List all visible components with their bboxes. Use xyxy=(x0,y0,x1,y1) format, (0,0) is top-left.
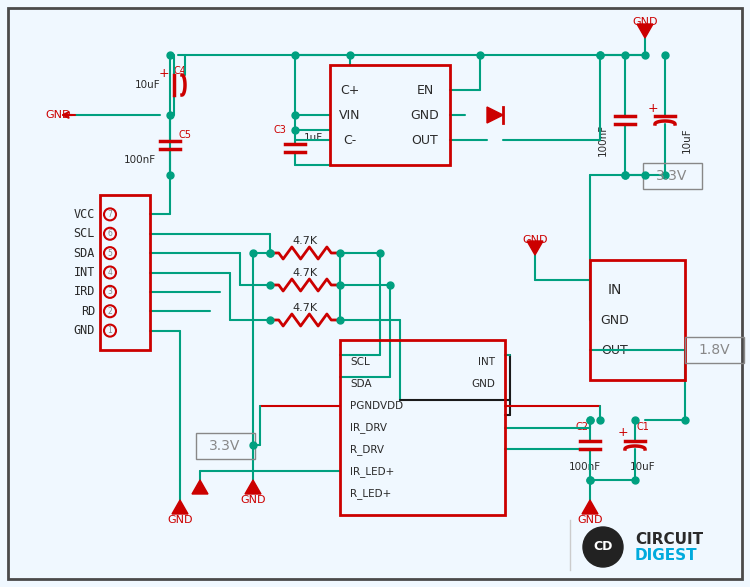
Text: CD: CD xyxy=(593,541,613,554)
Text: RD: RD xyxy=(81,305,95,318)
Text: GND: GND xyxy=(522,235,548,245)
Text: 4.7K: 4.7K xyxy=(292,268,317,278)
Text: IR_LED+: IR_LED+ xyxy=(350,466,394,477)
Polygon shape xyxy=(637,24,653,38)
Polygon shape xyxy=(582,500,598,514)
Text: SCL: SCL xyxy=(350,357,370,367)
Text: R_DRV: R_DRV xyxy=(350,444,384,455)
Text: C+: C+ xyxy=(340,83,360,96)
Text: DIGEST: DIGEST xyxy=(635,548,698,562)
Text: C3: C3 xyxy=(274,125,286,135)
Text: 1uF: 1uF xyxy=(304,133,322,143)
Text: 3.3V: 3.3V xyxy=(209,439,241,453)
Text: EN: EN xyxy=(416,83,434,96)
Text: 7: 7 xyxy=(107,210,112,219)
Bar xyxy=(330,65,450,165)
Circle shape xyxy=(583,527,623,567)
Text: 100nF: 100nF xyxy=(124,155,156,165)
Text: IRD: IRD xyxy=(74,285,95,298)
Bar xyxy=(590,260,685,380)
Text: OUT: OUT xyxy=(412,133,438,147)
Text: CIRCUIT: CIRCUIT xyxy=(635,532,704,548)
Text: 1.8V: 1.8V xyxy=(698,343,730,357)
Text: R_LED+: R_LED+ xyxy=(350,488,392,498)
Text: C4: C4 xyxy=(173,66,187,76)
Polygon shape xyxy=(245,480,261,494)
Text: C-: C- xyxy=(344,133,357,147)
Text: 10uF: 10uF xyxy=(135,80,160,90)
Text: GND: GND xyxy=(45,110,70,120)
Text: +: + xyxy=(159,66,170,79)
Polygon shape xyxy=(172,500,188,514)
Text: IN: IN xyxy=(608,283,622,297)
Text: 10uF: 10uF xyxy=(682,127,692,153)
Text: INT: INT xyxy=(74,266,95,279)
Text: VCC: VCC xyxy=(74,208,95,221)
Text: 4.7K: 4.7K xyxy=(292,236,317,246)
Text: SDA: SDA xyxy=(350,379,372,389)
Text: GND: GND xyxy=(632,17,658,27)
Text: GND: GND xyxy=(74,324,95,337)
Text: GND: GND xyxy=(471,379,495,389)
Polygon shape xyxy=(527,241,543,255)
Text: OUT: OUT xyxy=(602,343,628,356)
Text: C5: C5 xyxy=(178,130,191,140)
Text: 4.7K: 4.7K xyxy=(292,303,317,313)
Text: 3: 3 xyxy=(107,288,112,296)
Text: 100nF: 100nF xyxy=(598,124,608,156)
Text: 3.3V: 3.3V xyxy=(656,169,688,183)
Text: VIN: VIN xyxy=(339,109,361,122)
Text: GND: GND xyxy=(411,109,440,122)
Text: C2: C2 xyxy=(575,422,589,432)
Polygon shape xyxy=(487,107,503,123)
Text: 5: 5 xyxy=(107,249,112,258)
Text: SDA: SDA xyxy=(74,247,95,259)
Text: 2: 2 xyxy=(108,307,112,316)
Text: 6: 6 xyxy=(107,230,112,238)
Text: GND: GND xyxy=(240,495,266,505)
Text: +: + xyxy=(648,102,658,114)
Text: 10uF: 10uF xyxy=(630,462,656,472)
Bar xyxy=(100,195,150,350)
Text: GND: GND xyxy=(167,515,193,525)
Text: SCL: SCL xyxy=(74,227,95,240)
Text: GND: GND xyxy=(578,515,603,525)
Text: C1: C1 xyxy=(637,422,650,432)
Text: 4: 4 xyxy=(107,268,112,277)
Text: PGNDVDD: PGNDVDD xyxy=(350,400,404,411)
Text: 100nF: 100nF xyxy=(569,462,601,472)
Text: INT: INT xyxy=(478,357,495,367)
Polygon shape xyxy=(192,480,208,494)
Bar xyxy=(340,340,505,515)
Text: +: + xyxy=(618,427,628,440)
Text: IR_DRV: IR_DRV xyxy=(350,422,387,433)
Text: 1: 1 xyxy=(108,326,112,335)
Text: GND: GND xyxy=(601,313,629,326)
